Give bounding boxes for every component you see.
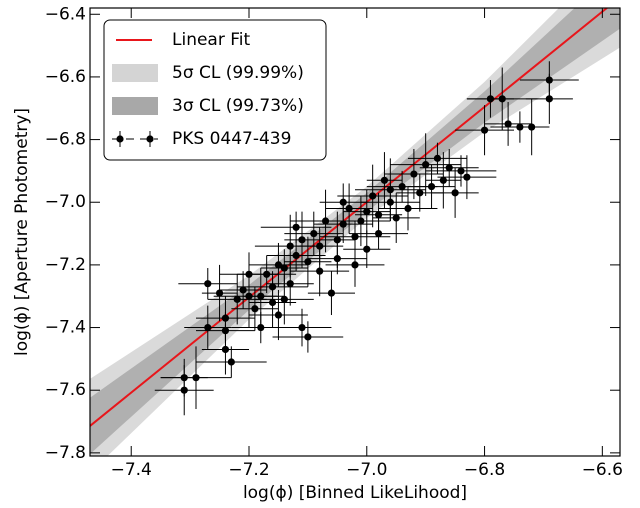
data-point [528,123,536,131]
y-tick-label: −7.4 [45,318,86,338]
data-point [457,167,465,175]
data-point [345,204,353,213]
data-point [422,161,430,169]
data-point [257,292,265,300]
data-point [286,242,294,250]
data-point [292,251,300,260]
legend-label: Linear Fit [172,30,251,50]
data-point [204,323,212,332]
data-point [451,189,459,197]
data-point [280,295,288,303]
legend-swatch [112,64,158,82]
data-point [192,374,200,382]
data-point [386,186,394,194]
legend-swatch [116,135,124,143]
data-point [298,323,306,332]
data-point [463,173,471,181]
data-point [504,120,512,128]
data-point [363,245,371,253]
data-point [351,233,359,241]
data-point [392,214,400,222]
data-point [351,261,359,269]
data-point [239,286,247,294]
data-point [304,333,312,341]
data-point [316,242,324,250]
legend-swatch [146,135,154,143]
data-point [280,264,288,272]
data-point [204,280,212,288]
data-point [321,217,330,225]
data-point [380,176,389,184]
data-point [257,323,265,332]
data-point [398,182,406,191]
data-point [545,95,553,103]
legend-label: 5σ CL (99.99%) [172,63,304,83]
data-point [404,204,412,213]
data-point [286,280,294,288]
x-tick-label: −6.6 [582,460,623,480]
data-point [298,236,306,244]
data-point [215,289,224,297]
x-tick-label: −7.2 [228,460,269,480]
data-point [445,164,453,172]
data-point [245,270,253,278]
confidence-band [90,8,620,455]
plot-frame [89,7,621,457]
data-point [374,229,383,238]
y-tick-label: −6.4 [45,4,86,24]
legend: Linear Fit 5σ CL (99.99%) 3σ CL (99.73%) PK… [103,19,327,161]
data-point [233,295,241,303]
data-point [227,358,235,366]
data-point [410,170,418,178]
data-point [439,176,447,184]
legend-label: 3σ CL (99.73%) [172,96,304,116]
data-point [339,220,347,228]
data-point [374,211,383,219]
data-point [433,154,442,162]
legend-swatch [112,97,158,115]
data-point [274,311,283,319]
legend-box [103,19,327,161]
y-tick-label: −7.2 [45,255,86,275]
y-tick-label: −7.6 [45,380,86,400]
data-point [304,258,312,266]
data-point [416,189,424,197]
y-tick-label: −7.8 [45,443,86,463]
y-tick-label: −6.6 [45,67,86,87]
x-axis-label: log(ϕ) [Binned LikeLihood] [243,483,467,503]
data-point [498,95,506,103]
data-point [369,192,377,200]
data-point [316,267,324,275]
x-tick-label: −6.8 [464,460,505,480]
data-point [333,236,341,244]
legend-label: PKS 0447-439 [172,129,291,149]
data-point [357,217,365,225]
data-point [221,345,230,354]
data-point [327,289,336,297]
data-point [339,198,347,206]
data-point [480,126,489,134]
data-point [221,314,230,322]
y-axis-label: log(ϕ) [Aperture Photometry] [12,108,32,356]
data-point [292,223,300,231]
data-point [427,182,436,191]
x-tick-label: −7.0 [346,460,387,480]
data-point [274,261,283,269]
data-point [310,229,318,238]
data-point [363,208,371,216]
x-tick-label: −7.4 [111,460,152,480]
plot-area [90,8,620,456]
y-tick-label: −6.8 [45,130,86,150]
data-point [268,283,277,291]
y-tick-label: −7.0 [45,192,86,212]
data-point [251,305,259,313]
